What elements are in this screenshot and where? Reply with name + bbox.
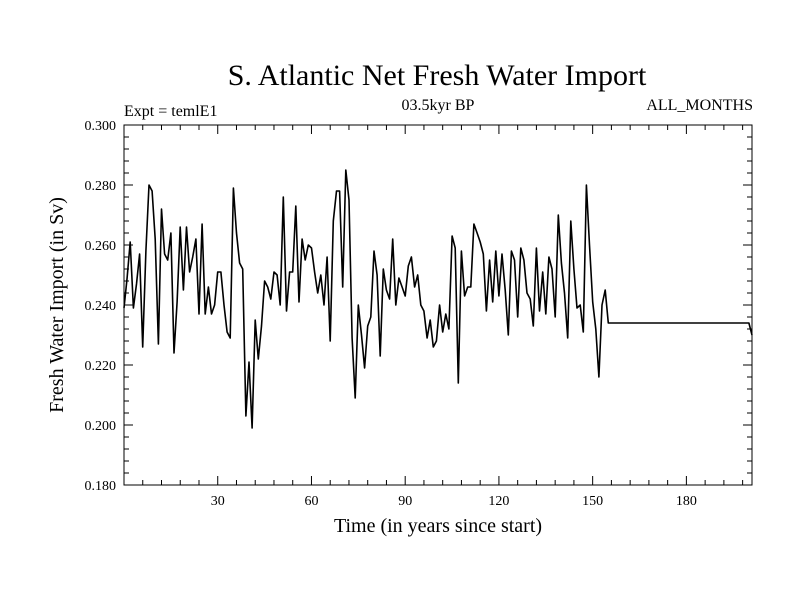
- y-tick-label: 0.240: [85, 299, 117, 314]
- x-tick-label: 180: [676, 494, 697, 509]
- x-tick-label: 90: [398, 494, 412, 509]
- period-label: 03.5kyr BP: [402, 97, 475, 114]
- x-tick-label: 120: [488, 494, 509, 509]
- y-tick-label: 0.280: [85, 179, 117, 194]
- experiment-label: Expt = temlE1: [124, 103, 217, 120]
- axis-ticks: [124, 124, 752, 486]
- y-tick-label: 0.180: [85, 479, 117, 494]
- months-label: ALL_MONTHS: [646, 97, 753, 114]
- y-tick-label: 0.260: [85, 239, 117, 254]
- plot-frame: [123, 124, 753, 486]
- y-tick-label: 0.300: [85, 119, 117, 134]
- axis-tick-labels: 30 60 90 120 150 180 0.180 0.200 0.220 0.240 0.260…: [85, 119, 697, 509]
- x-tick-label: 150: [582, 494, 603, 509]
- x-tick-label: 60: [304, 494, 318, 509]
- y-axis-label: Fresh Water Import (in Sv): [46, 197, 68, 413]
- y-tick-label: 0.220: [85, 359, 117, 374]
- x-axis-label: Time (in years since start): [334, 515, 542, 537]
- x-tick-label: 30: [211, 494, 225, 509]
- series-line-fresh-water-import: [123, 169, 753, 429]
- y-tick-label: 0.200: [85, 419, 117, 434]
- chart-title: S. Atlantic Net Fresh Water Import: [228, 59, 647, 92]
